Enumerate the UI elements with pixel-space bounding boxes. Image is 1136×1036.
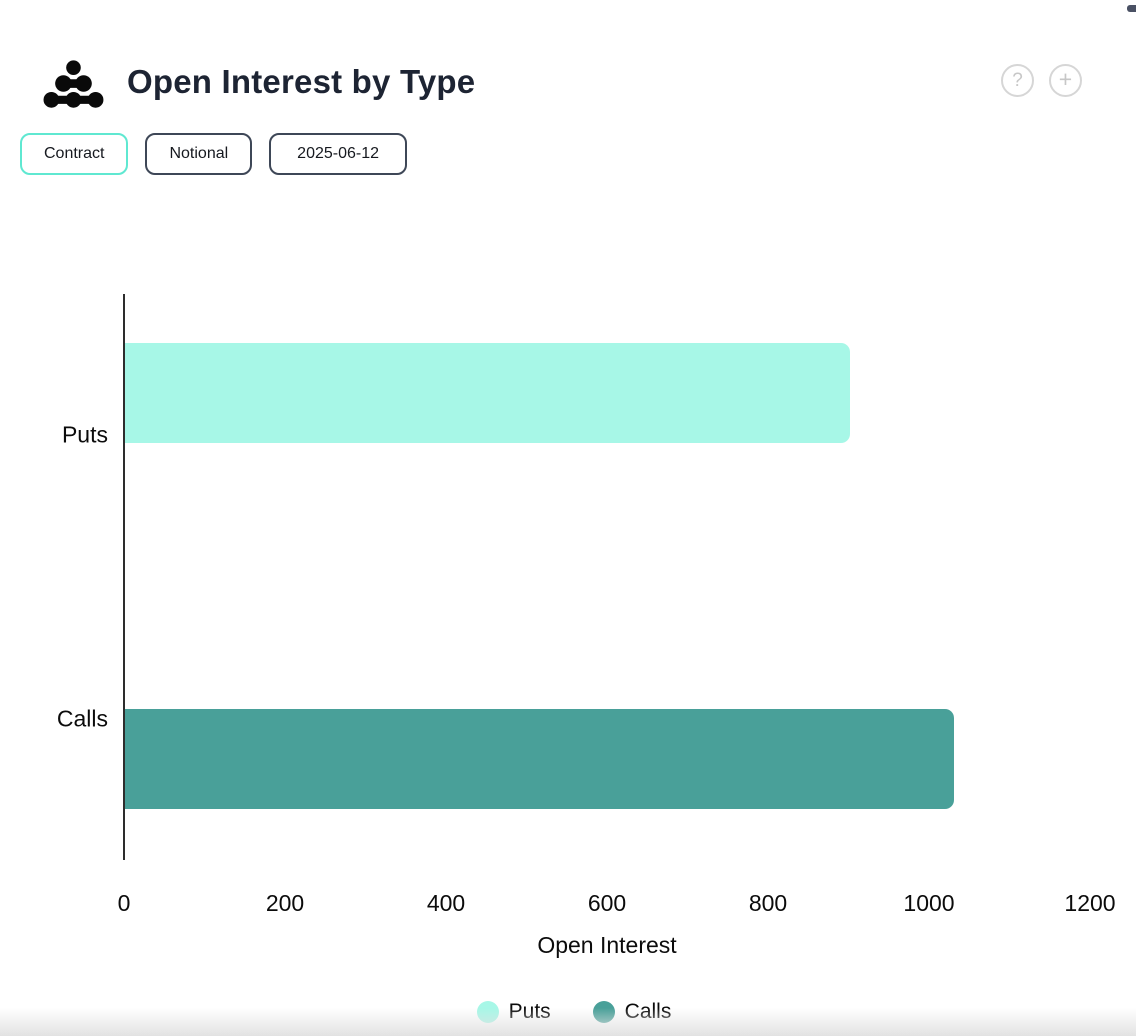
toolbar: Contract Notional 2025-06-12 — [20, 133, 408, 175]
help-icon[interactable]: ? — [1001, 64, 1034, 97]
header: Open Interest by Type ? + — [40, 58, 1096, 110]
x-tick-label: 400 — [426, 890, 466, 916]
contract-toggle-button[interactable]: Contract — [20, 133, 129, 175]
x-tick-label: 1000 — [903, 890, 955, 916]
y-tick-label-puts: Puts — [61, 421, 108, 448]
x-tick-label: 800 — [748, 890, 788, 916]
legend-label: Calls — [624, 1000, 672, 1023]
y-tick-label-calls: Calls — [56, 705, 108, 732]
date-picker-button[interactable]: 2025-06-12 — [269, 133, 408, 175]
bar-calls[interactable] — [125, 709, 955, 809]
x-tick-label: 200 — [265, 890, 305, 916]
cutoff-element — [1127, 5, 1136, 12]
x-axis-title: Open Interest — [537, 932, 677, 958]
notional-toggle-button[interactable]: Notional — [145, 133, 253, 175]
header-actions: ? + — [1001, 64, 1082, 97]
legend-label: Puts — [508, 1000, 551, 1023]
legend-swatch-icon — [476, 1001, 499, 1023]
page-title: Open Interest by Type — [127, 63, 476, 100]
x-tick-label: 0 — [117, 890, 131, 916]
x-tick-label: 1200 — [1064, 890, 1116, 916]
legend-item-puts[interactable]: Puts — [476, 1000, 551, 1024]
legend-swatch-icon — [592, 1001, 615, 1023]
x-tick-label: 600 — [587, 890, 627, 916]
dots-pyramid-logo-icon — [43, 60, 104, 108]
legend: Puts Calls — [124, 1000, 1024, 1024]
legend-item-calls[interactable]: Calls — [592, 1000, 672, 1024]
y-axis-line — [123, 294, 125, 860]
add-icon[interactable]: + — [1049, 64, 1082, 97]
bar-puts[interactable] — [125, 343, 850, 443]
